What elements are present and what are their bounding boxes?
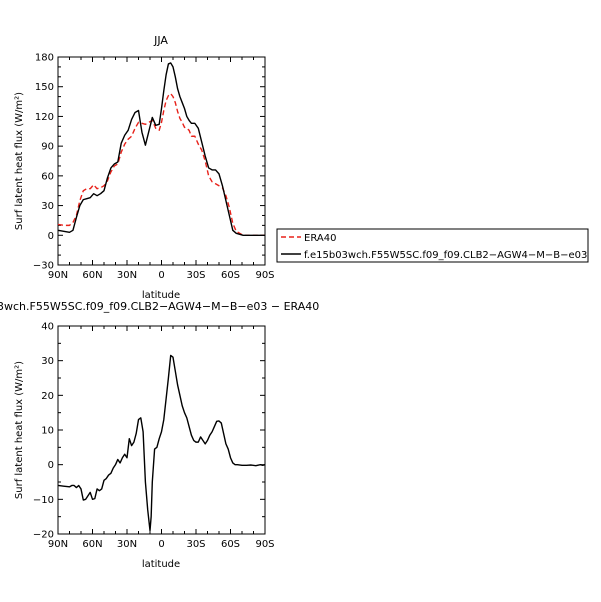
bottom-chart-ytick-label: 40 [41, 322, 54, 333]
bottom-chart-title: 3wch.F55W5SC.f09_f09.CLB2−AGW4−M−B−e03 −… [0, 300, 319, 313]
bottom-chart-ytick-label: −20 [33, 530, 54, 541]
bottom-chart-axes: 90N 60N 30N 0 30S 60S 90S −20 −10 0 10 20 30 40 [33, 322, 275, 551]
top-chart-xtick-label: 90S [255, 270, 274, 281]
bottom-chart: 3wch.F55W5SC.f09_f09.CLB2−AGW4−M−B−e03 −… [0, 300, 319, 570]
bottom-chart-ylabel: Surf latent heat flux (W/m²) [14, 361, 25, 499]
top-chart-xtick-label: 60S [221, 270, 240, 281]
top-chart-xtick-label: 30N [117, 270, 137, 281]
legend-box [276, 228, 589, 263]
top-chart-ylabel: Surf latent heat flux (W/m²) [14, 92, 25, 230]
bottom-chart-ytick-label: 0 [48, 460, 54, 471]
top-chart-xlabel: latitude [142, 290, 180, 301]
bottom-chart-ytick-label: 10 [41, 426, 54, 437]
bottom-chart-ytick-label: −10 [33, 495, 54, 506]
top-chart-ytick-label: 30 [41, 201, 54, 212]
bottom-chart-ytick-label: 30 [41, 356, 54, 367]
top-chart-ytick-label: 120 [35, 112, 54, 123]
bottom-chart-xtick-label: 60N [82, 539, 102, 550]
top-chart-xtick-label: 30S [186, 270, 205, 281]
bottom-chart-xtick-label: 30S [186, 539, 205, 550]
bottom-chart-series [57, 354, 266, 532]
legend-label-model: f.e15b03wch.F55W5SC.f09_f09.CLB2−AGW4−M−… [304, 250, 587, 261]
top-chart-series-line-1 [57, 62, 265, 236]
top-chart-series [57, 62, 265, 236]
top-chart-series-line-0 [57, 92, 265, 236]
top-chart-xtick-label: 90N [48, 270, 68, 281]
legend: ERA40 f.e15b03wch.F55W5SC.f09_f09.CLB2−A… [276, 228, 589, 263]
bottom-chart-ytick-label: 20 [41, 391, 54, 402]
bottom-chart-xtick-label: 60S [221, 539, 240, 550]
bottom-chart-xtick-label: 90N [48, 539, 68, 550]
top-chart-title: JJA [153, 34, 168, 47]
top-chart-xtick-label: 60N [82, 270, 102, 281]
top-chart-ytick-label: −30 [33, 261, 54, 272]
top-chart-ytick-label: 0 [48, 231, 54, 242]
bottom-chart-xtick-label: 30N [117, 539, 137, 550]
top-chart-ytick-label: 180 [35, 53, 54, 64]
bottom-chart-xlabel: latitude [142, 559, 180, 570]
top-chart-ytick-label: 90 [41, 142, 54, 153]
top-chart-ytick-label: 60 [41, 171, 54, 182]
legend-label-era40: ERA40 [304, 233, 336, 244]
bottom-chart-xtick-label: 90S [255, 539, 274, 550]
top-chart: JJA latitude Surf latent heat flux (W/m²… [14, 34, 275, 301]
top-chart-ytick-label: 150 [35, 82, 54, 93]
top-chart-frame [57, 56, 266, 266]
bottom-chart-xtick-label: 0 [158, 539, 164, 550]
top-chart-xtick-label: 0 [158, 270, 164, 281]
bottom-chart-series-line-0 [57, 354, 266, 532]
top-chart-axes: 90N 60N 30N 0 30S 60S 90S −30 0 30 60 90 120 150 180 [33, 53, 275, 282]
